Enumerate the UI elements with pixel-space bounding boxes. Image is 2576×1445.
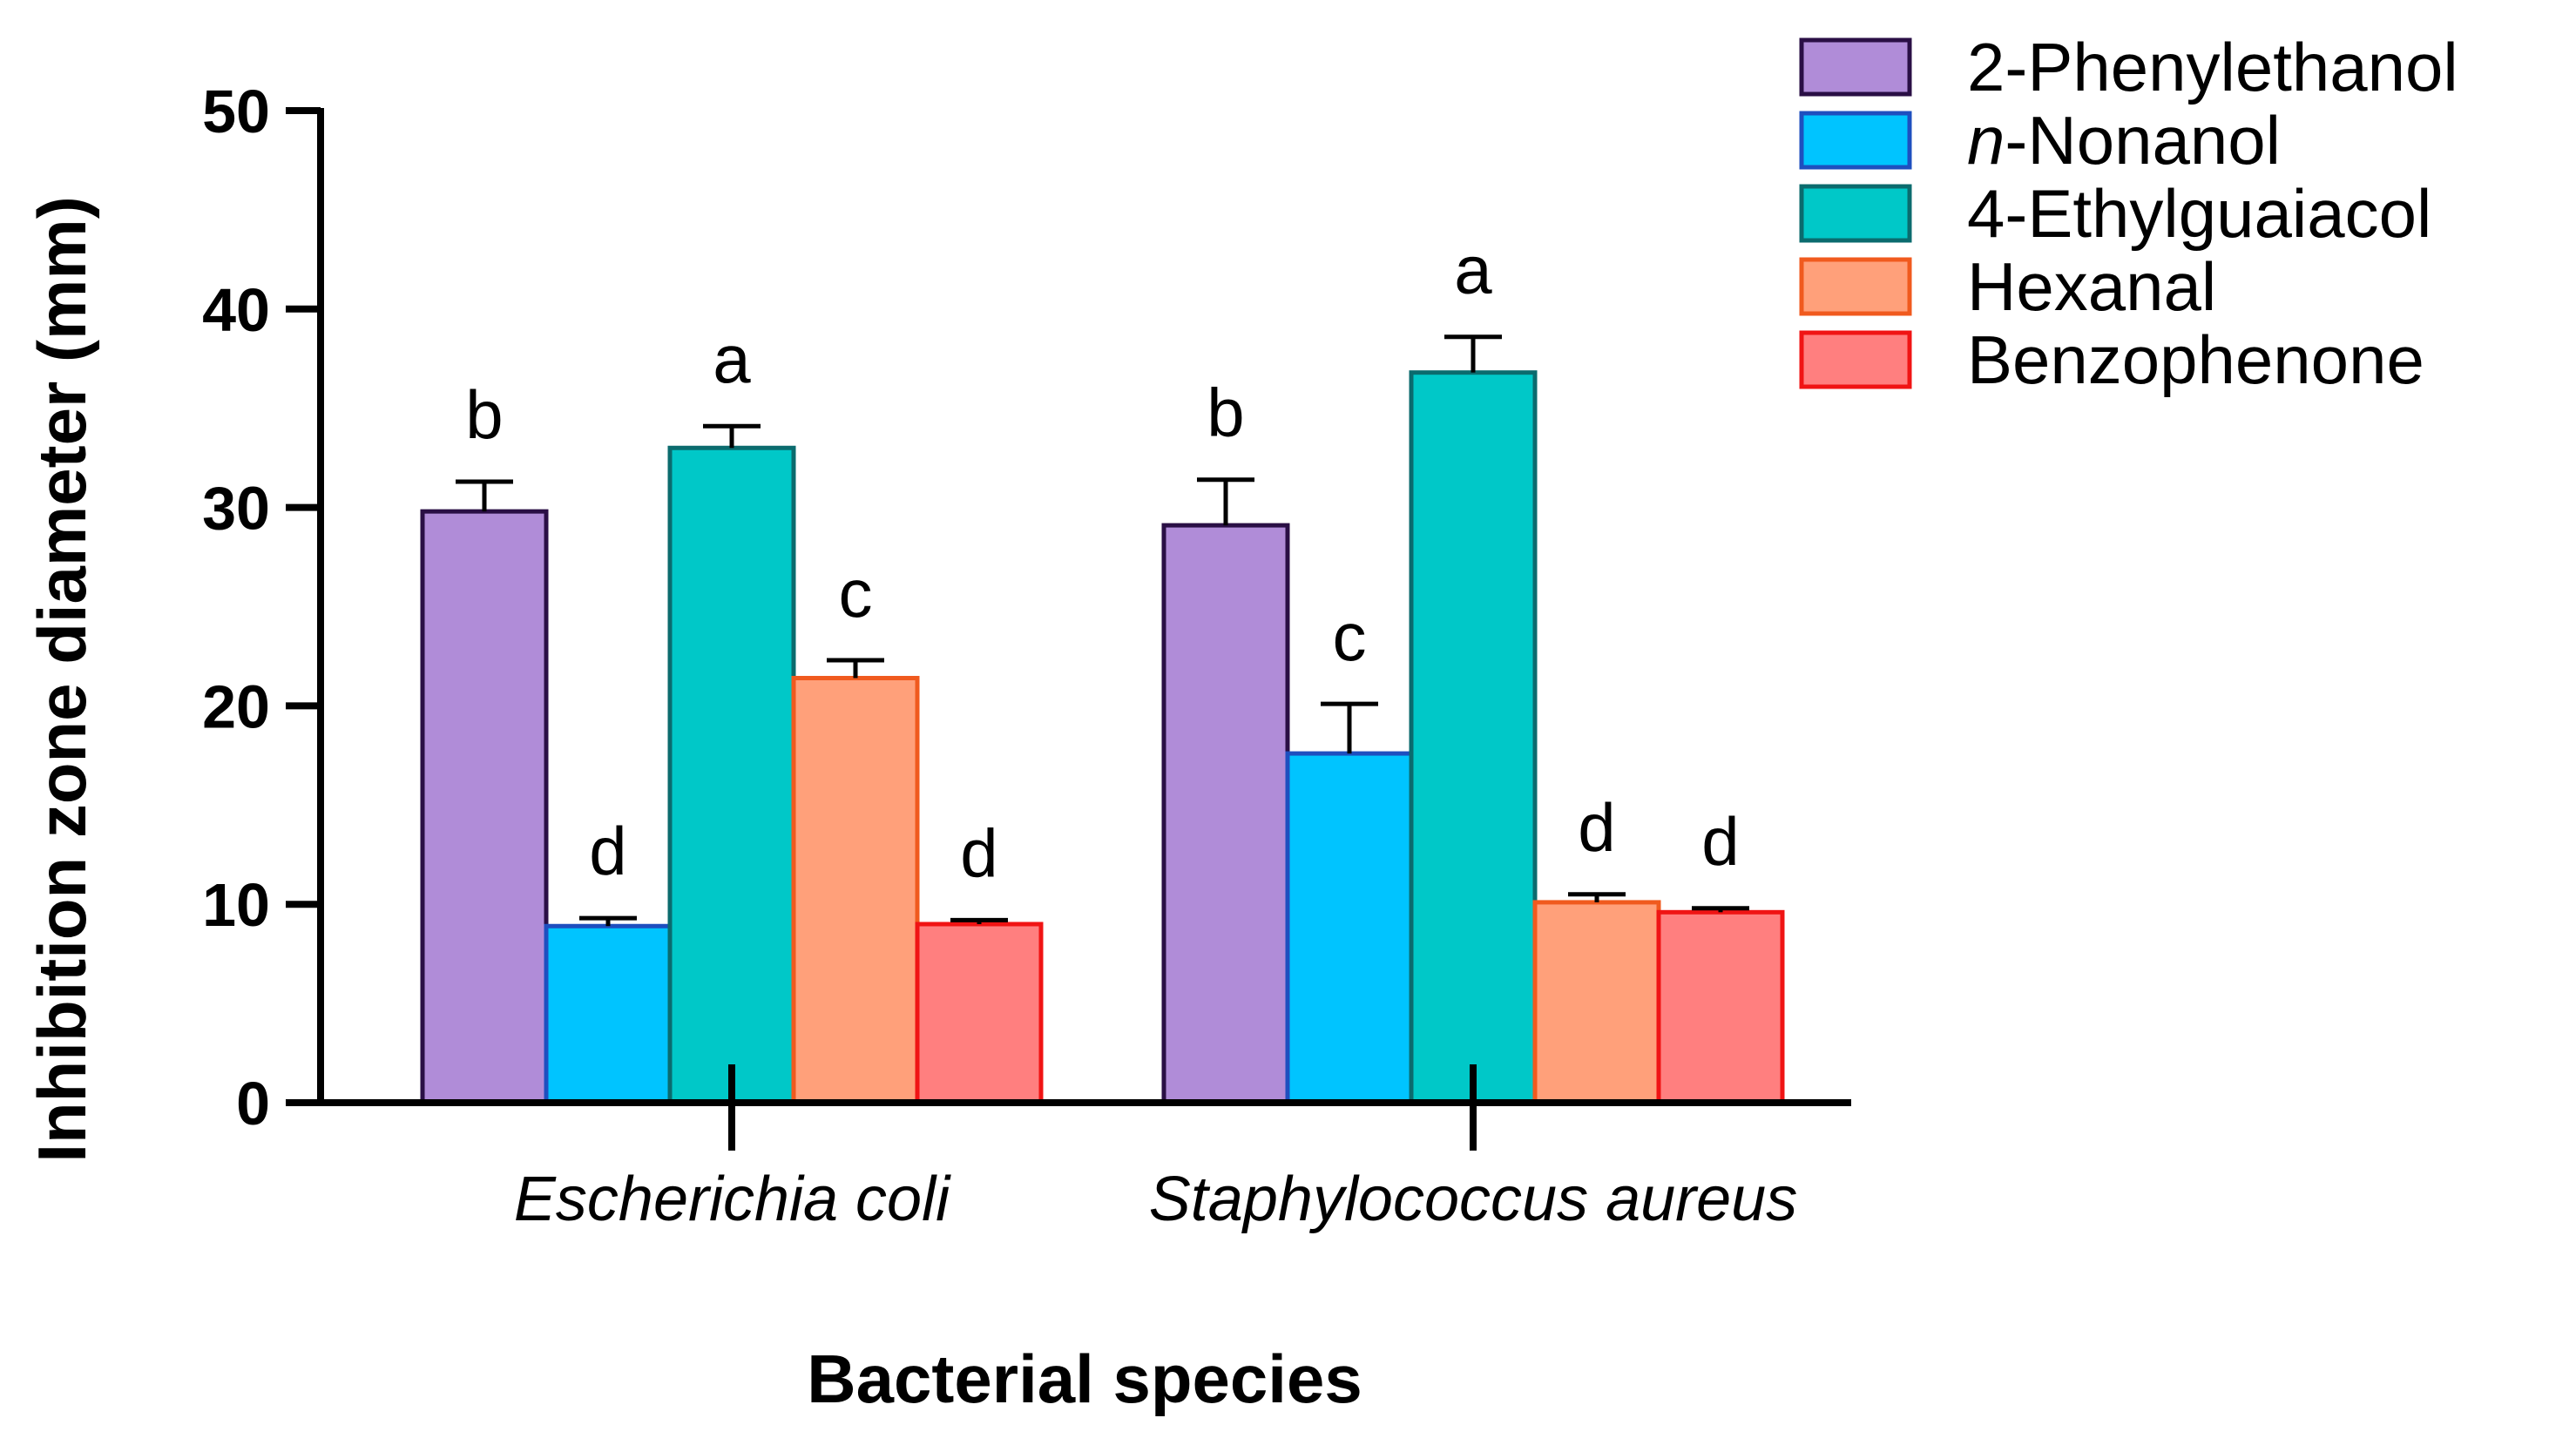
legend-label-4: Benzophenone — [1967, 321, 2424, 398]
bar-0-2 — [667, 445, 796, 1105]
x-category-label-0: Escherichia coli — [514, 1165, 951, 1234]
axes-layer: 0 10 20 30 40 50 Escherichia coli Staphylococcu… — [24, 78, 1851, 1417]
significance-letters-layer: b d a c d b c a d d — [465, 232, 1739, 892]
legend-label-0: 2-Phenylethanol — [1967, 29, 2458, 105]
bar-0-3 — [791, 676, 920, 1105]
legend-label-italic-1: n — [1967, 102, 2005, 179]
legend-swatch-4 — [1799, 330, 1912, 389]
legend-label-2: 4-Ethylguaiacol — [1967, 175, 2431, 252]
legend-swatch-2 — [1799, 184, 1912, 243]
x-axis-title: Bacterial species — [807, 1340, 1362, 1417]
bar-0-4 — [915, 922, 1044, 1105]
y-axis-title: Inhibition zone diameter (mm) — [24, 196, 100, 1162]
significance-letter-0-3: c — [839, 555, 873, 631]
legend-swatch-3 — [1799, 257, 1912, 316]
bar-1-0 — [1161, 523, 1290, 1105]
significance-letter-1-0: b — [1207, 375, 1244, 451]
significance-letter-0-1: d — [589, 813, 626, 889]
x-category-label-1: Staphylococcus aureus — [1149, 1165, 1797, 1234]
legend-swatch-0 — [1799, 37, 1912, 97]
y-tick-label-1: 10 — [202, 871, 270, 939]
error-bars-layer — [456, 334, 1749, 927]
legend-label-text-3: Hexanal — [1967, 248, 2216, 325]
y-tick-label-3: 30 — [202, 475, 270, 543]
significance-letter-0-2: a — [713, 321, 751, 397]
y-tick-label-5: 50 — [202, 78, 270, 145]
legend-swatch-1 — [1799, 111, 1912, 170]
bar-0-0 — [420, 509, 549, 1105]
significance-letter-1-2: a — [1454, 232, 1492, 308]
significance-letter-0-4: d — [960, 814, 997, 891]
legend-label-text-1: -Nonanol — [2005, 102, 2281, 179]
y-tick-label-4: 40 — [202, 276, 270, 344]
legend-label-text-0: 2-Phenylethanol — [1967, 29, 2458, 105]
significance-letter-1-1: c — [1333, 598, 1367, 675]
bar-1-3 — [1532, 900, 1661, 1105]
y-tick-label-0: 0 — [236, 1070, 270, 1138]
bars-layer — [420, 370, 1785, 1105]
legend-label-text-2: 4-Ethylguaiacol — [1967, 175, 2431, 252]
legend: 2-Phenylethanoln-Nonanol4-EthylguaiacolH… — [1799, 29, 2458, 398]
bar-1-2 — [1409, 370, 1538, 1105]
legend-label-3: Hexanal — [1967, 248, 2216, 325]
legend-label-1: n-Nonanol — [1967, 102, 2281, 179]
bar-1-4 — [1656, 909, 1785, 1105]
significance-letter-0-0: b — [465, 376, 503, 453]
significance-letter-1-4: d — [1701, 803, 1739, 880]
significance-letter-1-3: d — [1578, 789, 1615, 866]
legend-label-text-4: Benzophenone — [1967, 321, 2424, 398]
y-tick-label-2: 20 — [202, 672, 270, 740]
bar-1-1 — [1285, 751, 1414, 1105]
bar-0-1 — [544, 923, 673, 1105]
